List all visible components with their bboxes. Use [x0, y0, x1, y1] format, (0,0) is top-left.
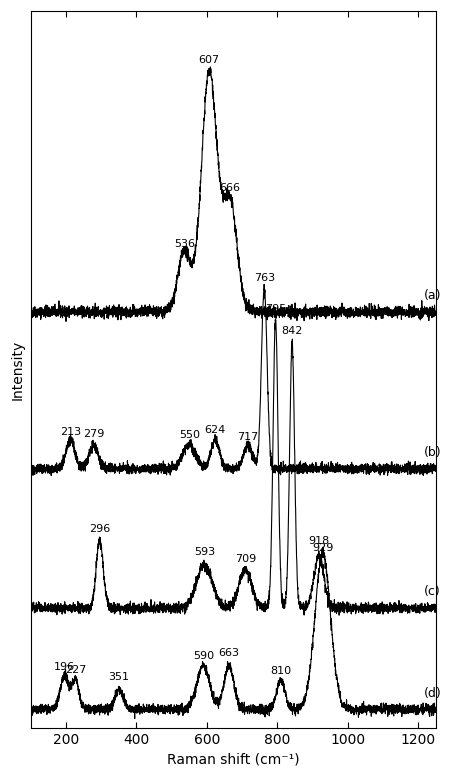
Text: 763: 763 [254, 273, 275, 283]
Text: 795: 795 [265, 304, 286, 314]
Text: (c): (c) [424, 586, 440, 598]
Text: 666: 666 [220, 183, 241, 193]
Text: (d): (d) [424, 687, 441, 699]
Text: 227: 227 [65, 665, 86, 675]
Text: 196: 196 [54, 662, 75, 672]
Text: 536: 536 [174, 240, 195, 249]
Y-axis label: Intensity: Intensity [11, 340, 25, 400]
Text: 709: 709 [235, 554, 256, 564]
Text: 279: 279 [83, 429, 104, 440]
Text: (b): (b) [424, 446, 441, 459]
Text: 550: 550 [179, 430, 200, 440]
Text: 296: 296 [89, 524, 110, 534]
Text: 351: 351 [109, 672, 129, 682]
Text: 593: 593 [194, 548, 215, 557]
Text: 590: 590 [193, 650, 214, 661]
Text: 810: 810 [270, 666, 291, 676]
Text: 842: 842 [281, 327, 303, 336]
Text: 607: 607 [199, 55, 220, 65]
Text: 918: 918 [308, 536, 330, 546]
X-axis label: Raman shift (cm⁻¹): Raman shift (cm⁻¹) [167, 753, 300, 767]
Text: (a): (a) [424, 289, 441, 303]
Text: 929: 929 [312, 542, 333, 552]
Text: 663: 663 [218, 648, 240, 658]
Text: 624: 624 [205, 425, 226, 435]
Text: 213: 213 [60, 427, 81, 437]
Text: 717: 717 [237, 432, 259, 442]
